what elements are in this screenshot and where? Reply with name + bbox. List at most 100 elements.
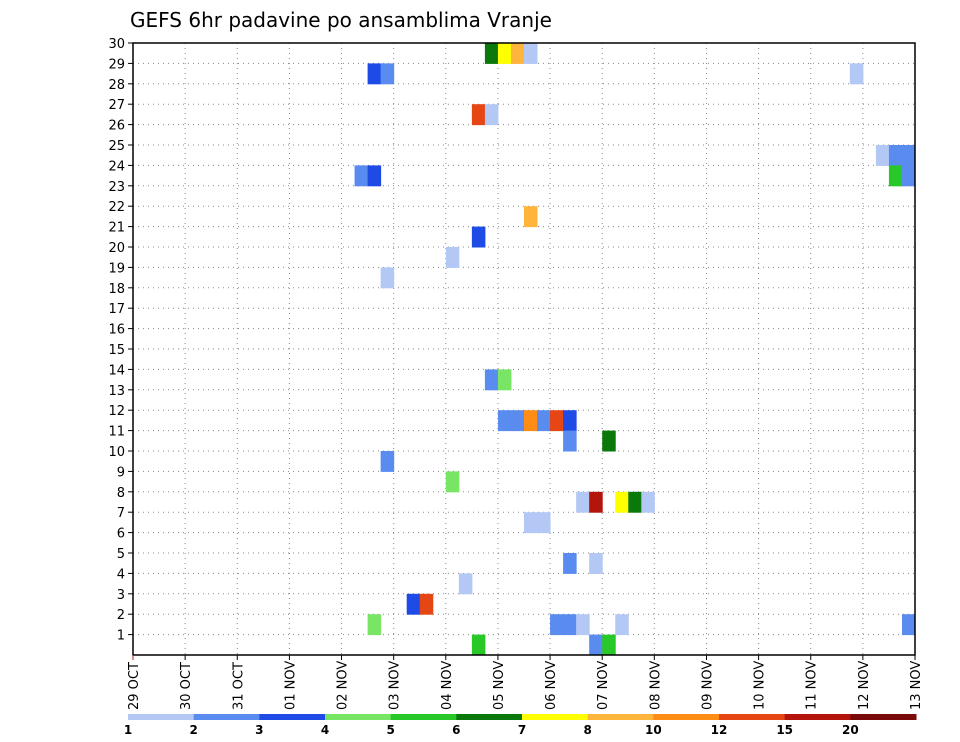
x-tick-label: 30 OCT bbox=[179, 662, 194, 710]
heatmap-cell bbox=[888, 165, 903, 187]
heatmap-cell bbox=[484, 369, 499, 391]
heatmap-cell bbox=[576, 491, 590, 513]
colorbar-label: 5 bbox=[386, 723, 394, 737]
y-tick-label: 1 bbox=[117, 629, 125, 644]
colorbar-swatch bbox=[587, 714, 654, 720]
colorbar-swatch bbox=[390, 714, 457, 720]
heatmap-cell bbox=[445, 247, 460, 268]
colorbar-label: 6 bbox=[452, 723, 460, 737]
y-tick-label: 11 bbox=[108, 425, 125, 440]
colorbar-label: 3 bbox=[255, 723, 263, 737]
heatmap-cell bbox=[445, 471, 460, 493]
heatmap-cell bbox=[497, 369, 512, 391]
x-tick-label: 11 NOV bbox=[805, 661, 820, 710]
x-tick-label: 13 NOV bbox=[909, 661, 924, 710]
x-tick-label: 07 NOV bbox=[596, 661, 611, 710]
heatmap-cell bbox=[471, 104, 486, 126]
y-tick-label: 15 bbox=[108, 343, 125, 358]
heatmap-cell bbox=[537, 512, 551, 534]
heatmap-cell bbox=[524, 206, 538, 228]
colorbar-label: 8 bbox=[583, 723, 591, 737]
colorbar-swatch bbox=[522, 714, 589, 720]
heatmap-cell bbox=[354, 165, 369, 187]
heatmap-cell bbox=[537, 410, 551, 432]
y-tick-label: 12 bbox=[108, 404, 125, 419]
heatmap-cell bbox=[367, 165, 382, 187]
x-tick-label: 01 NOV bbox=[283, 661, 298, 710]
colorbar-swatch bbox=[193, 714, 260, 720]
x-tick-label: 12 NOV bbox=[857, 661, 872, 710]
x-tick-label: 05 NOV bbox=[492, 661, 507, 710]
y-tick-label: 7 bbox=[117, 506, 125, 521]
x-axis-ticks: 29 OCT 30 OCT 31 OCT 01 NOV 02 NOV 03 NOV 04 N… bbox=[127, 655, 924, 710]
x-tick-label: 06 NOV bbox=[544, 661, 559, 710]
colorbar-label: 20 bbox=[842, 723, 859, 737]
heatmap-cell bbox=[888, 145, 903, 166]
y-tick-label: 14 bbox=[108, 363, 125, 378]
colorbar-swatch bbox=[456, 714, 523, 720]
y-tick-label: 26 bbox=[108, 119, 125, 134]
y-tick-label: 6 bbox=[117, 527, 125, 542]
colorbar-swatch bbox=[719, 714, 786, 720]
y-tick-label: 29 bbox=[108, 57, 125, 72]
y-tick-label: 24 bbox=[108, 159, 125, 174]
y-tick-label: 20 bbox=[108, 241, 125, 256]
heatmap-cell bbox=[901, 145, 916, 166]
colorbar-legend: 1 2 3 4 5 6 7 8 10 12 15 20 bbox=[124, 714, 917, 737]
y-tick-label: 25 bbox=[108, 139, 125, 154]
y-tick-label: 2 bbox=[117, 608, 125, 623]
y-tick-label: 3 bbox=[117, 588, 125, 603]
heatmap-cell bbox=[510, 43, 525, 64]
colorbar-swatch bbox=[325, 714, 392, 720]
heatmap-cell bbox=[510, 410, 525, 432]
y-tick-label: 28 bbox=[108, 78, 125, 93]
y-axis-ticks: 1234567891011121314151617181920212223242… bbox=[108, 37, 133, 644]
colorbar-swatch bbox=[653, 714, 720, 720]
y-tick-label: 17 bbox=[108, 302, 125, 317]
colorbar-label: 15 bbox=[776, 723, 793, 737]
y-tick-label: 8 bbox=[117, 486, 125, 501]
heatmap-cell bbox=[380, 63, 395, 85]
heatmap-cell bbox=[602, 634, 616, 656]
y-tick-label: 9 bbox=[117, 465, 125, 480]
heatmap-cell bbox=[576, 614, 590, 636]
heatmap-cell bbox=[524, 43, 538, 64]
heatmap-cell bbox=[901, 165, 916, 187]
heatmap-cell bbox=[602, 430, 616, 452]
colorbar-swatch bbox=[784, 714, 851, 720]
heatmap-cell bbox=[380, 267, 395, 289]
y-tick-label: 27 bbox=[108, 98, 125, 113]
chart-title: GEFS 6hr padavine po ansamblima Vranje bbox=[130, 8, 552, 32]
heatmap-cell bbox=[367, 63, 382, 85]
y-tick-label: 4 bbox=[117, 567, 125, 582]
colorbar-swatch bbox=[850, 714, 917, 720]
colorbar-label: 1 bbox=[124, 723, 132, 737]
heatmap-cell bbox=[471, 634, 486, 656]
heatmap-cell bbox=[497, 410, 512, 432]
y-tick-label: 22 bbox=[108, 200, 125, 215]
heatmap-cell bbox=[615, 614, 629, 636]
heatmap-cell bbox=[550, 614, 564, 636]
heatmap-cell bbox=[550, 410, 564, 432]
colorbar-label: 10 bbox=[645, 723, 662, 737]
heatmap-cell bbox=[484, 43, 499, 64]
x-tick-label: 09 NOV bbox=[700, 661, 715, 710]
heatmap-cell bbox=[563, 553, 577, 574]
x-tick-label: 03 NOV bbox=[388, 661, 403, 710]
colorbar-swatch bbox=[259, 714, 326, 720]
heatmap-cell bbox=[458, 573, 473, 595]
heatmap-cell bbox=[471, 226, 486, 248]
heatmap-cell bbox=[419, 593, 434, 615]
colorbar-label: 7 bbox=[518, 723, 526, 737]
y-tick-label: 21 bbox=[108, 221, 125, 236]
x-tick-label: 10 NOV bbox=[753, 661, 768, 710]
heatmap-cell bbox=[849, 63, 864, 85]
heatmap-cell bbox=[641, 491, 655, 513]
heatmap-cell bbox=[901, 614, 916, 636]
y-tick-label: 30 bbox=[108, 37, 125, 52]
heatmap-cell bbox=[589, 491, 603, 513]
heatmap-cell bbox=[497, 43, 512, 64]
heatmap-cell bbox=[563, 410, 577, 432]
y-tick-label: 23 bbox=[108, 180, 125, 195]
heatmap-cell bbox=[589, 553, 603, 574]
